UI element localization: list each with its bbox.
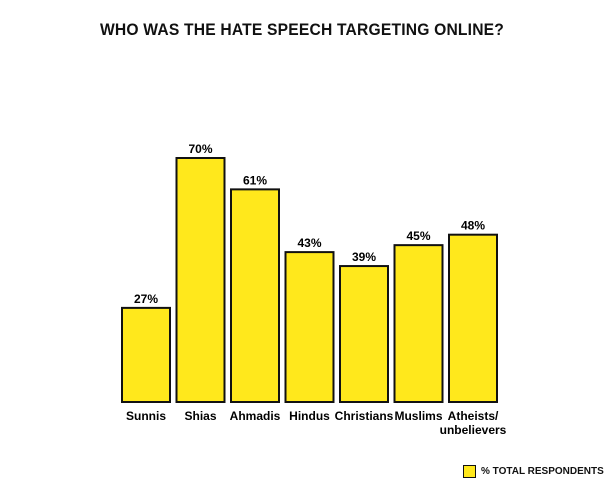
value-label-5: 45% (406, 229, 430, 243)
category-label-6-line-0: Atheists/ (448, 409, 499, 423)
value-label-0: 27% (134, 292, 158, 306)
value-label-2: 61% (243, 173, 267, 187)
value-label-3: 43% (297, 236, 321, 250)
category-label-2: Ahmadis (230, 409, 281, 423)
category-label-5: Muslims (394, 409, 442, 423)
category-label-6-line-1: unbelievers (440, 423, 507, 437)
bar-5 (393, 244, 444, 403)
category-label-1: Shias (184, 409, 216, 423)
value-label-4: 39% (352, 250, 376, 264)
chart-title: WHO WAS THE HATE SPEECH TARGETING ONLINE… (99, 20, 505, 39)
value-label-1: 70% (188, 142, 212, 156)
category-label-3: Hindus (289, 409, 330, 423)
bar-6 (448, 233, 498, 403)
legend-label: % TOTAL RESPONDENTS (481, 466, 604, 477)
value-label-6: 48% (461, 219, 485, 233)
category-label-4: Christians (335, 409, 394, 423)
legend-swatch (463, 465, 476, 478)
bar-3 (284, 251, 335, 403)
bar-0 (121, 306, 171, 403)
bar-2 (230, 188, 280, 403)
bar-4 (339, 265, 389, 403)
legend: % TOTAL RESPONDENTS (463, 465, 604, 478)
category-label-0: Sunnis (126, 409, 166, 423)
bar-1 (175, 157, 226, 403)
